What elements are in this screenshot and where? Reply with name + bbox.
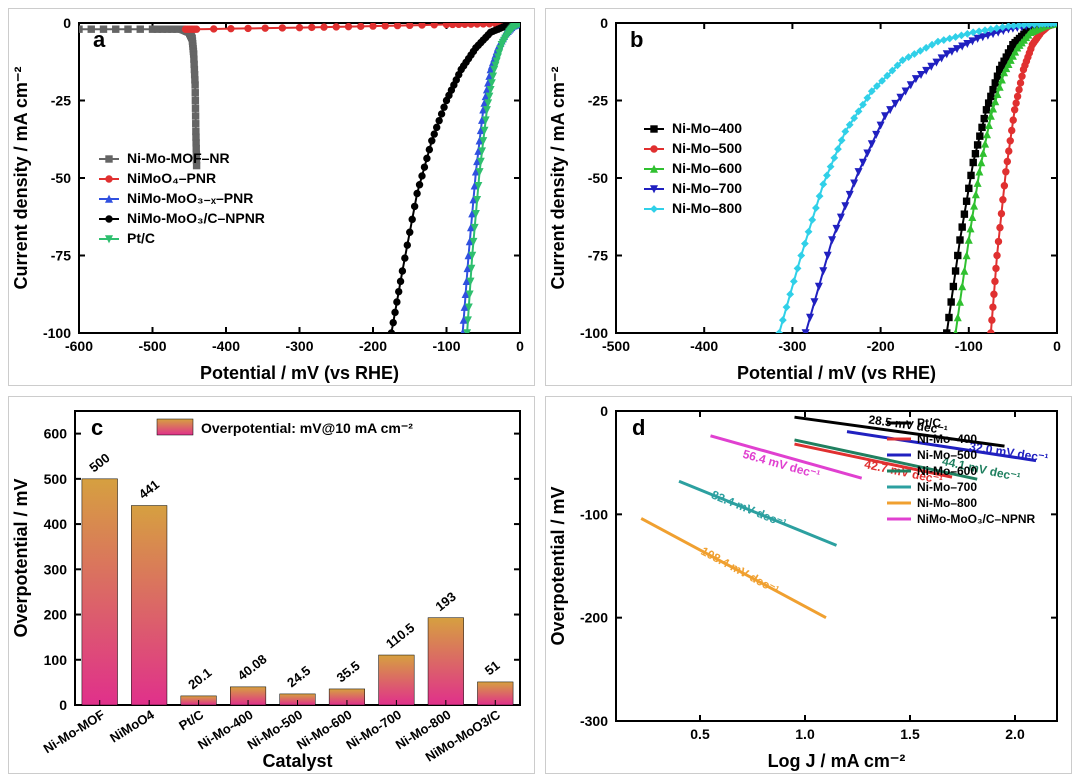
svg-text:-100: -100 [43, 325, 71, 341]
svg-text:110.5: 110.5 [383, 620, 417, 651]
svg-text:-200: -200 [580, 610, 608, 626]
svg-text:Overpotential: mV@10 mA cm⁻²: Overpotential: mV@10 mA cm⁻² [201, 420, 413, 436]
svg-text:-100: -100 [432, 338, 460, 354]
svg-text:-25: -25 [588, 93, 608, 109]
svg-text:Ni-Mo-700: Ni-Mo-700 [343, 707, 404, 753]
svg-text:1.5: 1.5 [900, 726, 920, 742]
svg-text:200: 200 [44, 607, 68, 623]
svg-text:Pt/C: Pt/C [127, 230, 155, 246]
svg-text:-300: -300 [778, 338, 806, 354]
svg-text:-75: -75 [51, 248, 71, 264]
svg-text:-50: -50 [588, 170, 608, 186]
svg-text:Ni-Mo-500: Ni-Mo-500 [244, 707, 305, 753]
svg-text:Ni-Mo-600: Ni-Mo-600 [294, 707, 355, 753]
svg-text:500: 500 [44, 471, 68, 487]
panel-b: -500-400-300-200-1000-100-75-50-250Poten… [545, 8, 1072, 386]
svg-text:2.0: 2.0 [1005, 726, 1025, 742]
svg-text:-200: -200 [867, 338, 895, 354]
svg-text:Pt/C: Pt/C [917, 416, 941, 430]
svg-text:-100: -100 [580, 325, 608, 341]
svg-text:Ni-Mo–600: Ni-Mo–600 [672, 160, 742, 176]
svg-text:Potential / mV (vs RHE): Potential / mV (vs RHE) [200, 363, 399, 383]
svg-text:82.4 mV dec⁻¹: 82.4 mV dec⁻¹ [709, 488, 788, 531]
svg-text:193: 193 [432, 589, 458, 614]
svg-text:Ni-Mo–700: Ni-Mo–700 [917, 480, 977, 494]
svg-text:40.08: 40.08 [235, 651, 270, 683]
svg-text:24.5: 24.5 [284, 663, 313, 690]
svg-text:0: 0 [1053, 338, 1061, 354]
panel-d: 0.5 1.0 1.5 2.0 0 -100 -200 -300 Log J / mA cm⁻²… [545, 396, 1072, 774]
svg-text:-100: -100 [580, 506, 608, 522]
svg-text:-300: -300 [580, 713, 608, 729]
svg-text:NiMo-MoO₃/C–NPNR: NiMo-MoO₃/C–NPNR [917, 512, 1036, 526]
svg-text:100: 100 [44, 652, 68, 668]
svg-text:d: d [632, 415, 645, 440]
svg-text:a: a [93, 27, 106, 52]
svg-text:400: 400 [44, 516, 68, 532]
svg-text:Ni-Mo-MOF: Ni-Mo-MOF [41, 707, 108, 756]
svg-text:Pt/C: Pt/C [176, 706, 207, 733]
svg-text:20.1: 20.1 [185, 665, 214, 692]
svg-text:300: 300 [44, 561, 68, 577]
svg-text:Ni-Mo–400: Ni-Mo–400 [672, 120, 742, 136]
svg-text:-400: -400 [690, 338, 718, 354]
svg-text:108.4 mV dec⁻¹: 108.4 mV dec⁻¹ [699, 544, 782, 597]
svg-text:500: 500 [86, 450, 112, 475]
svg-text:Ni-Mo–700: Ni-Mo–700 [672, 180, 742, 196]
svg-text:-75: -75 [588, 248, 608, 264]
svg-text:1.0: 1.0 [795, 726, 815, 742]
svg-text:Ni-Mo–400: Ni-Mo–400 [917, 432, 977, 446]
svg-text:0: 0 [600, 15, 608, 31]
svg-text:Log J / mA cm⁻²: Log J / mA cm⁻² [768, 751, 906, 771]
svg-text:441: 441 [136, 477, 162, 502]
svg-text:Ni-Mo–800: Ni-Mo–800 [917, 496, 977, 510]
svg-text:-50: -50 [51, 170, 71, 186]
svg-text:b: b [630, 27, 643, 52]
svg-text:NiMo-MoO₃/C–NPNR: NiMo-MoO₃/C–NPNR [127, 210, 265, 226]
svg-text:Current density / mA cm⁻²: Current density / mA cm⁻² [11, 67, 31, 290]
svg-text:Overpotential / mV: Overpotential / mV [548, 486, 568, 645]
svg-text:c: c [91, 415, 103, 440]
svg-text:0.5: 0.5 [690, 726, 710, 742]
svg-text:35.5: 35.5 [334, 658, 363, 685]
svg-text:0: 0 [63, 15, 71, 31]
svg-text:-25: -25 [51, 93, 71, 109]
svg-text:NiMoO4: NiMoO4 [107, 706, 157, 745]
svg-text:NiMo-MoO₃₋ₓ–PNR: NiMo-MoO₃₋ₓ–PNR [127, 190, 253, 206]
svg-text:-100: -100 [955, 338, 983, 354]
svg-text:Ni-Mo–600: Ni-Mo–600 [917, 464, 977, 478]
svg-text:0: 0 [516, 338, 524, 354]
svg-text:Catalyst: Catalyst [262, 751, 332, 771]
figure-grid: -600-500-400-300-200-1000-100-75-50-250P… [8, 8, 1072, 774]
svg-text:Ni-Mo-400: Ni-Mo-400 [195, 707, 256, 753]
svg-text:NiMoO₄–PNR: NiMoO₄–PNR [127, 170, 216, 186]
svg-text:-400: -400 [212, 338, 240, 354]
svg-text:56.4 mV dec⁻¹: 56.4 mV dec⁻¹ [741, 447, 822, 482]
svg-text:0: 0 [600, 403, 608, 419]
svg-text:Overpotential / mV: Overpotential / mV [11, 478, 31, 637]
svg-text:0: 0 [59, 697, 67, 713]
svg-text:Ni-Mo–800: Ni-Mo–800 [672, 200, 742, 216]
svg-text:-200: -200 [359, 338, 387, 354]
svg-text:-500: -500 [138, 338, 166, 354]
panel-a: -600-500-400-300-200-1000-100-75-50-250P… [8, 8, 535, 386]
svg-text:Ni-Mo–500: Ni-Mo–500 [672, 140, 742, 156]
svg-text:600: 600 [44, 426, 68, 442]
panel-c: 0 100 200 300 400 500 600 500 Ni-Mo-MOF 441 NiMoO4… [8, 396, 535, 774]
svg-text:-300: -300 [285, 338, 313, 354]
svg-text:Ni-Mo-MOF–NR: Ni-Mo-MOF–NR [127, 150, 230, 166]
svg-text:Current density / mA cm⁻²: Current density / mA cm⁻² [548, 67, 568, 290]
svg-text:Ni-Mo–500: Ni-Mo–500 [917, 448, 977, 462]
svg-text:Potential / mV (vs RHE): Potential / mV (vs RHE) [737, 363, 936, 383]
svg-text:51: 51 [482, 658, 503, 679]
